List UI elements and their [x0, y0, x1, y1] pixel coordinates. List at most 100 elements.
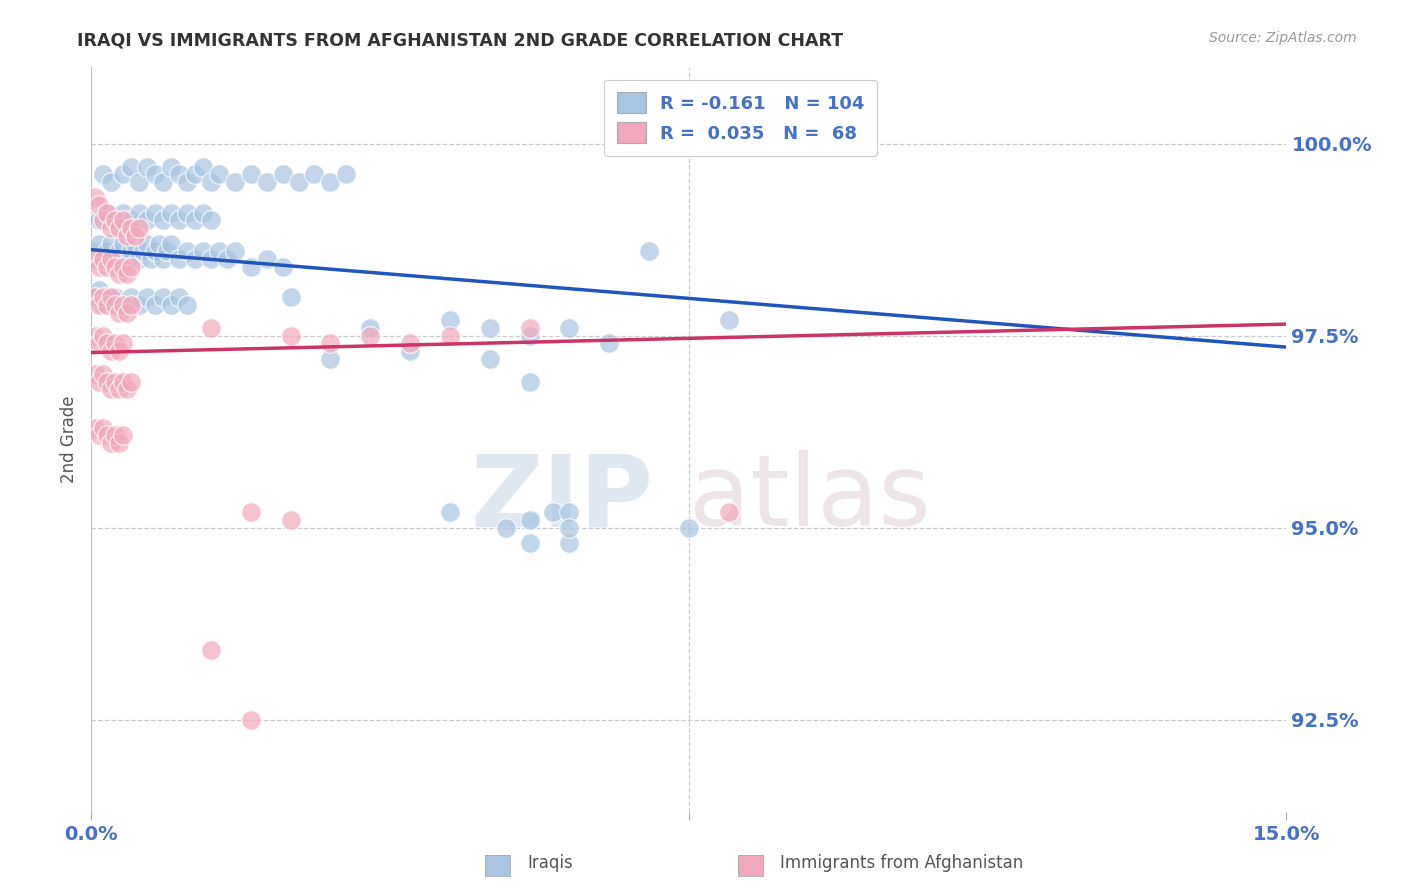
Point: [519, 375, 541, 389]
Y-axis label: 2nd Grade: 2nd Grade: [59, 395, 77, 483]
Point: [191, 160, 214, 174]
Point: [96, 260, 118, 274]
Point: [89, 198, 111, 212]
Point: [93, 298, 114, 312]
Point: [519, 536, 541, 550]
Point: [120, 213, 142, 227]
Text: Source: ZipAtlas.com: Source: ZipAtlas.com: [1209, 31, 1357, 45]
Point: [120, 375, 142, 389]
Point: [319, 351, 342, 366]
Point: [128, 252, 150, 266]
Point: [280, 328, 302, 343]
Point: [100, 290, 122, 304]
Point: [176, 206, 198, 220]
Point: [89, 428, 111, 442]
Point: [200, 321, 222, 335]
Point: [108, 221, 131, 235]
Point: [104, 298, 127, 312]
Point: [84, 328, 107, 343]
Point: [280, 513, 302, 527]
Point: [160, 160, 183, 174]
Point: [136, 213, 159, 227]
Point: [256, 175, 278, 189]
Point: [112, 206, 135, 220]
Point: [104, 428, 127, 442]
Text: Iraqis: Iraqis: [527, 855, 574, 872]
Point: [558, 321, 581, 335]
Point: [100, 344, 122, 359]
Point: [108, 436, 131, 450]
Point: [100, 252, 122, 266]
Point: [280, 290, 302, 304]
Text: atlas: atlas: [689, 450, 931, 548]
Point: [136, 160, 159, 174]
Text: Immigrants from Afghanistan: Immigrants from Afghanistan: [780, 855, 1024, 872]
Point: [176, 175, 198, 189]
Point: [104, 290, 127, 304]
Point: [89, 336, 111, 351]
Point: [717, 313, 740, 327]
Point: [717, 505, 740, 519]
Point: [304, 168, 326, 182]
Point: [519, 328, 541, 343]
Point: [93, 290, 114, 304]
Point: [84, 252, 107, 266]
Point: [167, 290, 190, 304]
Point: [115, 267, 138, 281]
Point: [84, 421, 107, 435]
Point: [115, 228, 138, 243]
Legend: R = -0.161   N = 104, R =  0.035   N =  68: R = -0.161 N = 104, R = 0.035 N = 68: [605, 79, 877, 156]
Point: [89, 283, 111, 297]
Point: [136, 236, 159, 251]
Point: [143, 168, 166, 182]
Point: [359, 321, 381, 335]
Point: [120, 298, 142, 312]
Point: [96, 206, 118, 220]
Point: [239, 260, 262, 274]
Point: [108, 383, 131, 397]
Point: [84, 290, 107, 304]
Point: [120, 244, 142, 259]
Point: [143, 244, 166, 259]
Point: [89, 375, 111, 389]
Point: [120, 221, 142, 235]
Point: [136, 290, 159, 304]
Point: [93, 367, 114, 381]
Point: [200, 252, 222, 266]
Point: [678, 520, 700, 534]
Point: [112, 336, 135, 351]
Point: [104, 260, 127, 274]
Point: [208, 244, 231, 259]
Point: [638, 244, 661, 259]
Point: [519, 321, 541, 335]
Point: [93, 213, 114, 227]
Point: [96, 298, 118, 312]
Point: [598, 336, 620, 351]
Point: [128, 221, 150, 235]
Point: [128, 298, 150, 312]
Point: [495, 520, 517, 534]
Point: [100, 436, 122, 450]
Point: [335, 168, 357, 182]
Point: [115, 252, 138, 266]
Point: [184, 168, 207, 182]
Point: [84, 367, 107, 381]
Point: [100, 298, 122, 312]
Point: [93, 252, 114, 266]
Point: [200, 213, 222, 227]
Point: [104, 213, 127, 227]
Point: [160, 298, 183, 312]
Point: [478, 351, 501, 366]
Point: [96, 336, 118, 351]
Point: [399, 336, 422, 351]
Point: [439, 505, 461, 519]
Point: [89, 236, 111, 251]
Point: [93, 252, 114, 266]
Point: [120, 260, 142, 274]
Point: [100, 236, 122, 251]
Point: [96, 290, 118, 304]
Point: [128, 175, 150, 189]
Point: [152, 175, 174, 189]
Point: [558, 536, 581, 550]
Point: [143, 298, 166, 312]
